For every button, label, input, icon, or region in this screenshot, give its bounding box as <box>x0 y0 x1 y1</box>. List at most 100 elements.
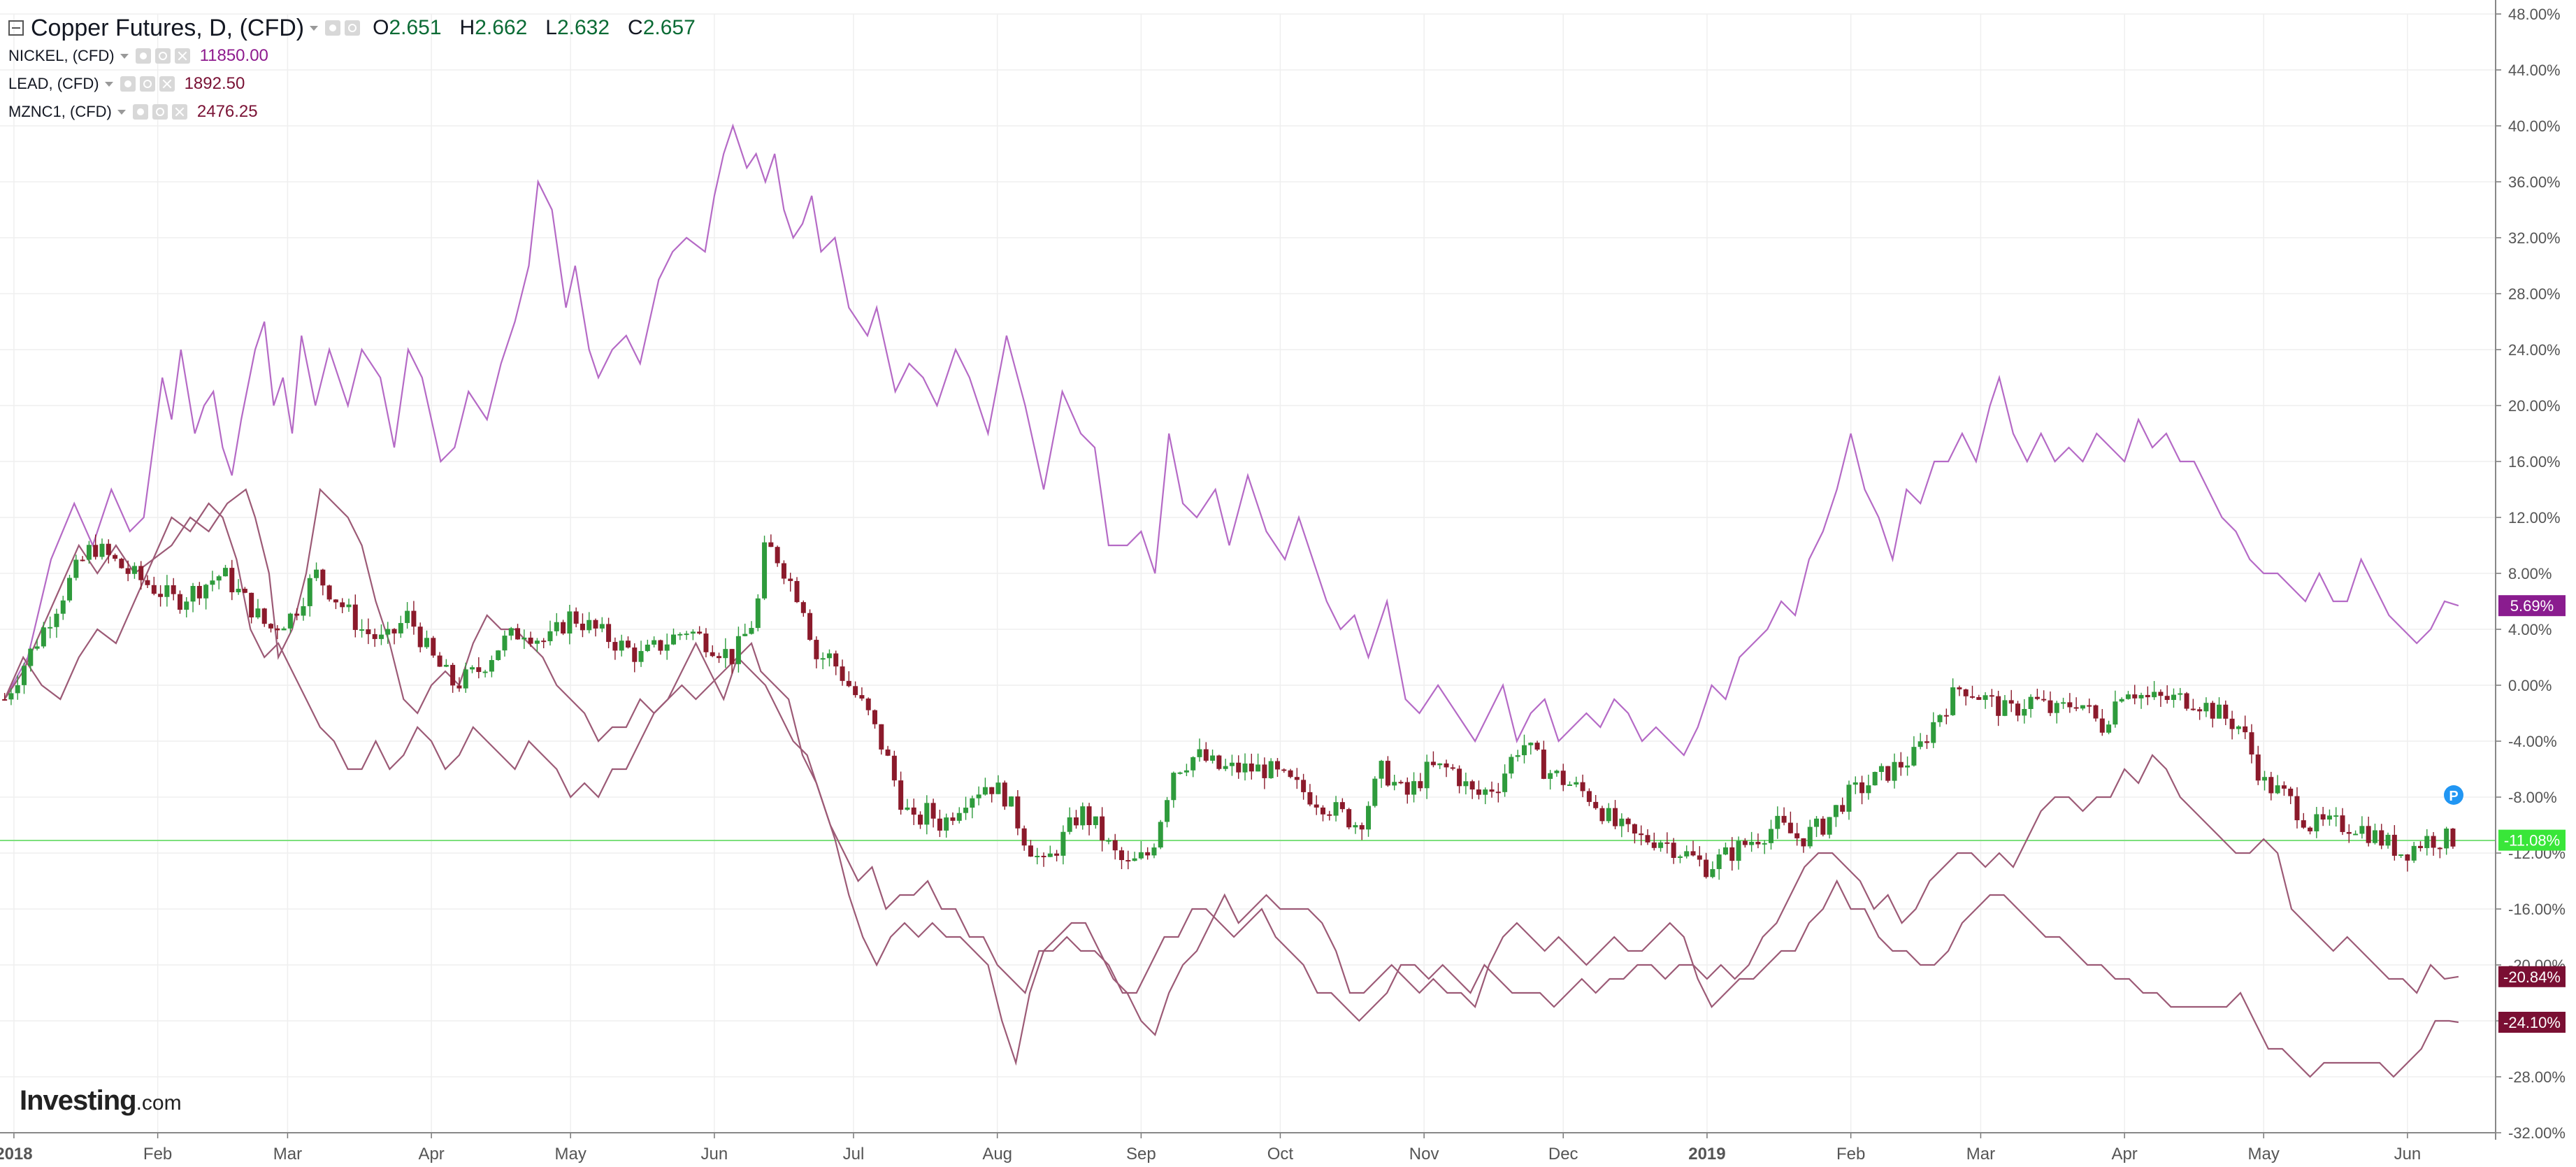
badge-lead: -20.84% <box>2498 966 2566 987</box>
candle-body <box>885 749 891 756</box>
gear-icon[interactable] <box>152 104 168 120</box>
badge-label: -20.84% <box>2503 968 2561 986</box>
eye-icon[interactable] <box>120 76 136 92</box>
candle-body <box>2314 814 2319 831</box>
candle-body <box>2437 847 2442 850</box>
overlay-name-lead[interactable]: LEAD, (CFD) <box>8 75 99 92</box>
gear-icon[interactable] <box>139 76 155 92</box>
candle-body <box>1203 749 1209 761</box>
candle-body <box>1521 745 1527 756</box>
gear-icon[interactable] <box>345 20 361 36</box>
candle-body <box>1223 766 1228 769</box>
ohlc-close: C2.657 <box>628 16 696 39</box>
candle-body <box>391 629 397 633</box>
candle-body <box>125 568 131 574</box>
candle-body <box>2444 829 2449 849</box>
candle-body <box>807 613 813 640</box>
candle-body <box>93 545 99 557</box>
legend-row-nickel[interactable]: NICKEL, (CFD) 11850.00 <box>8 42 714 70</box>
candle-body <box>930 803 936 819</box>
price-marker[interactable]: P <box>2444 785 2463 805</box>
candle-body <box>1457 768 1462 787</box>
candle-body <box>1684 851 1690 857</box>
candle-body <box>859 695 865 699</box>
candle-body <box>534 640 540 644</box>
candle-body <box>853 686 858 696</box>
candle-body <box>632 647 638 662</box>
y-tick-label: -32.00% <box>2508 1124 2566 1142</box>
candle-body <box>450 664 456 686</box>
candle-body <box>1262 764 1267 778</box>
candle-body <box>879 724 884 750</box>
candle-body <box>1463 781 1469 787</box>
candle-body <box>1216 755 1222 769</box>
candle-body <box>378 634 384 639</box>
ohlc-open: O2.651 <box>373 16 442 39</box>
overlay-name-nickel[interactable]: NICKEL, (CFD) <box>8 47 115 64</box>
candle-body <box>2087 705 2092 707</box>
candle-body <box>2431 836 2436 848</box>
candle-body <box>366 629 371 634</box>
legend-main-row[interactable]: Copper Futures, D, (CFD) O2.651 H2.662 L… <box>8 14 714 42</box>
candle-body <box>1859 782 1865 794</box>
candle-body <box>541 640 547 643</box>
candle-body <box>2125 694 2131 699</box>
candle-body <box>171 585 176 594</box>
overlay-name-zinc[interactable]: MZNC1, (CFD) <box>8 103 112 120</box>
eye-icon[interactable] <box>132 104 148 120</box>
candle-body <box>1794 833 1800 838</box>
y-tick-label: 4.00% <box>2508 621 2552 638</box>
gear-icon[interactable] <box>154 48 171 64</box>
candle-body <box>1294 777 1300 780</box>
candle-body <box>1690 851 1696 856</box>
candle-body <box>15 685 20 694</box>
candle-body <box>54 613 59 627</box>
candle-body <box>794 580 800 603</box>
candle-body <box>2366 826 2371 843</box>
candle-body <box>333 599 338 603</box>
collapse-icon[interactable] <box>8 20 24 36</box>
close-icon[interactable] <box>171 104 187 120</box>
main-series-title[interactable]: Copper Futures, D, (CFD) <box>31 14 305 41</box>
candle-body <box>1840 805 1845 812</box>
candle-body <box>177 594 182 610</box>
candle-body <box>1151 847 1157 856</box>
candle-body <box>703 633 709 652</box>
legend-row-zinc[interactable]: MZNC1, (CFD) 2476.25 <box>8 98 714 126</box>
candle-body <box>1593 801 1599 808</box>
x-tick-label: 2019 <box>1688 1145 1725 1164</box>
candle-body <box>1625 818 1631 824</box>
candle-body <box>222 568 228 577</box>
chevron-down-icon[interactable] <box>104 81 113 87</box>
candle-body <box>619 640 624 651</box>
candle-body <box>2320 814 2326 820</box>
chevron-down-icon[interactable] <box>310 25 319 31</box>
candle-body <box>911 807 916 815</box>
candle-body <box>1301 780 1307 792</box>
candle-body <box>891 755 897 781</box>
legend-row-lead[interactable]: LEAD, (CFD) 1892.50 <box>8 70 714 98</box>
candle-body <box>2138 694 2144 699</box>
eye-icon[interactable] <box>325 20 341 36</box>
candle-body <box>2 699 8 701</box>
badge-label: 5.69% <box>2510 597 2554 615</box>
chevron-down-icon[interactable] <box>117 109 126 115</box>
candle-body <box>255 608 261 617</box>
candle-body <box>1722 847 1728 855</box>
candle-body <box>236 589 241 593</box>
close-icon[interactable] <box>159 76 175 92</box>
close-icon[interactable] <box>174 48 190 64</box>
candle-body <box>1697 855 1702 860</box>
candle-body <box>2145 694 2150 698</box>
grid-lines <box>0 13 2496 1133</box>
candle-body <box>2301 820 2306 828</box>
eye-icon[interactable] <box>135 48 151 64</box>
x-tick-label: 2018 <box>0 1145 33 1164</box>
overlay-value-zinc: 2476.25 <box>196 102 258 121</box>
candle-body <box>1274 761 1280 770</box>
chevron-down-icon[interactable] <box>120 53 129 59</box>
candle-body <box>2353 833 2359 836</box>
candle-body <box>1704 859 1709 878</box>
